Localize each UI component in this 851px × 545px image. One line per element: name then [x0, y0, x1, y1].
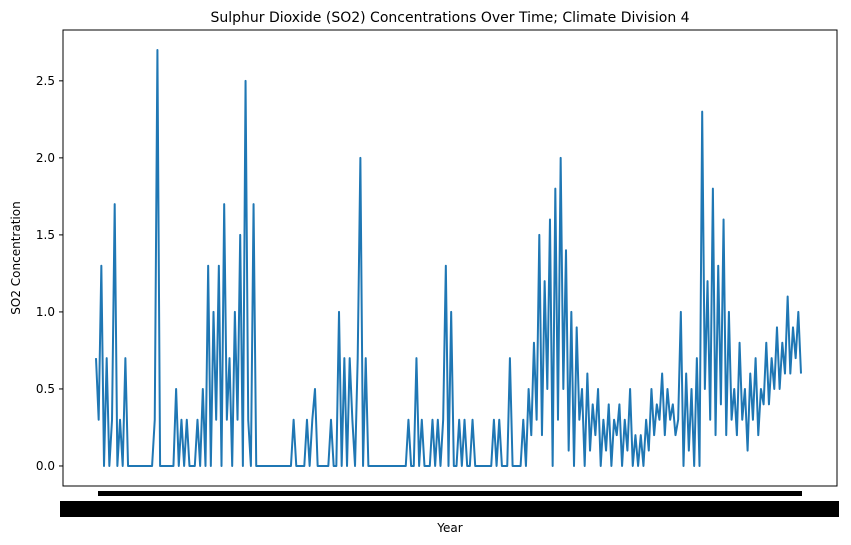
- y-tick-label: 1.0: [36, 305, 55, 319]
- y-tick-label: 0.5: [36, 382, 55, 396]
- series-line: [95, 49, 802, 467]
- y-axis-title: SO2 Concentration: [9, 201, 23, 314]
- y-ticks: 0.0 0.5 1.0 1.5 2.0 2.5: [36, 74, 63, 473]
- y-tick-label: 1.5: [36, 228, 55, 242]
- y-tick-label: 2.0: [36, 151, 55, 165]
- x-tick-band: [60, 491, 839, 517]
- y-tick-label: 0.0: [36, 459, 55, 473]
- series-layer: [95, 49, 802, 467]
- x-tick-label-band-upper: [98, 491, 802, 496]
- x-tick-label-band-lower: [60, 501, 839, 517]
- y-tick-label: 2.5: [36, 74, 55, 88]
- plot-frame: [62, 29, 838, 487]
- chart-title: Sulphur Dioxide (SO2) Concentrations Ove…: [210, 10, 689, 26]
- x-axis-title: Year: [436, 521, 462, 535]
